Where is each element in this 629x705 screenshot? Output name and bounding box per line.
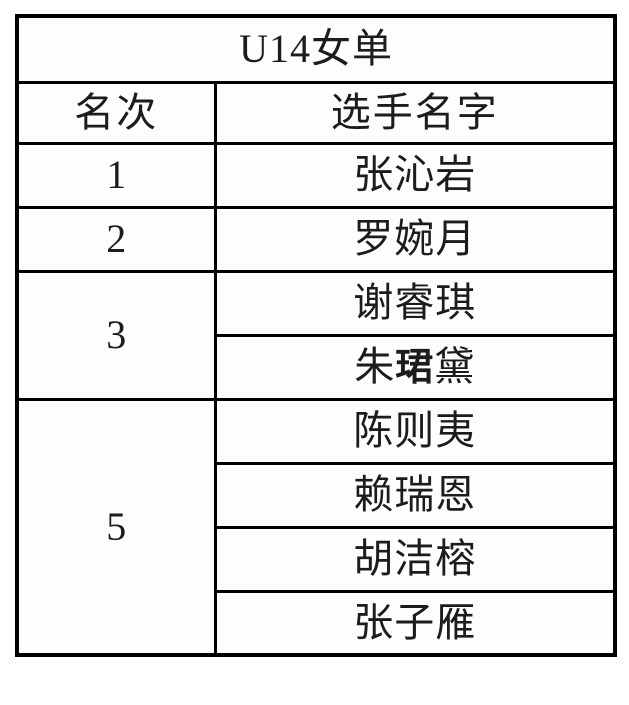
player-cell: 赖瑞恩 (213, 461, 617, 529)
player-name-part: 黛 (434, 344, 476, 389)
player-cell: 张子雁 (213, 589, 617, 657)
column-header-player: 选手名字 (213, 80, 617, 145)
table-row: 2 罗婉月 (15, 205, 617, 273)
player-cell: 朱珺黛 (213, 333, 617, 401)
rank-cell-1: 1 (15, 141, 217, 209)
table-row: 1 张沁岩 (15, 141, 617, 209)
table-row: 张子雁 (17, 589, 617, 657)
rank-cell-5: 5 (15, 397, 217, 657)
title-row: U14女单 (15, 14, 617, 84)
table-row: 3 谢睿琪 (15, 269, 617, 401)
table-row: 5 陈则夷 (15, 397, 617, 657)
player-cell: 陈则夷 (213, 397, 617, 465)
results-table: U14女单 名次 选手名字 1 张沁岩 2 罗婉月 3 谢睿琪 朱珺黛 (15, 14, 618, 657)
table-row: 胡洁榕 (17, 525, 617, 593)
player-cell: 谢睿琪 (213, 269, 617, 337)
player-name-part-bold: 珺 (395, 345, 435, 389)
column-header-rank: 名次 (15, 80, 217, 145)
player-cell: 张沁岩 (213, 141, 617, 209)
table-row: 赖瑞恩 (17, 461, 617, 529)
rank-cell-2: 2 (15, 205, 217, 273)
player-cell: 胡洁榕 (213, 525, 617, 593)
header-row: 名次 选手名字 (15, 80, 617, 145)
player-cell: 罗婉月 (213, 205, 617, 273)
table-row: 朱珺黛 (17, 333, 617, 401)
rank-cell-3: 3 (15, 269, 217, 401)
table-title: U14女单 (15, 14, 617, 84)
player-name-part: 朱 (354, 344, 396, 389)
